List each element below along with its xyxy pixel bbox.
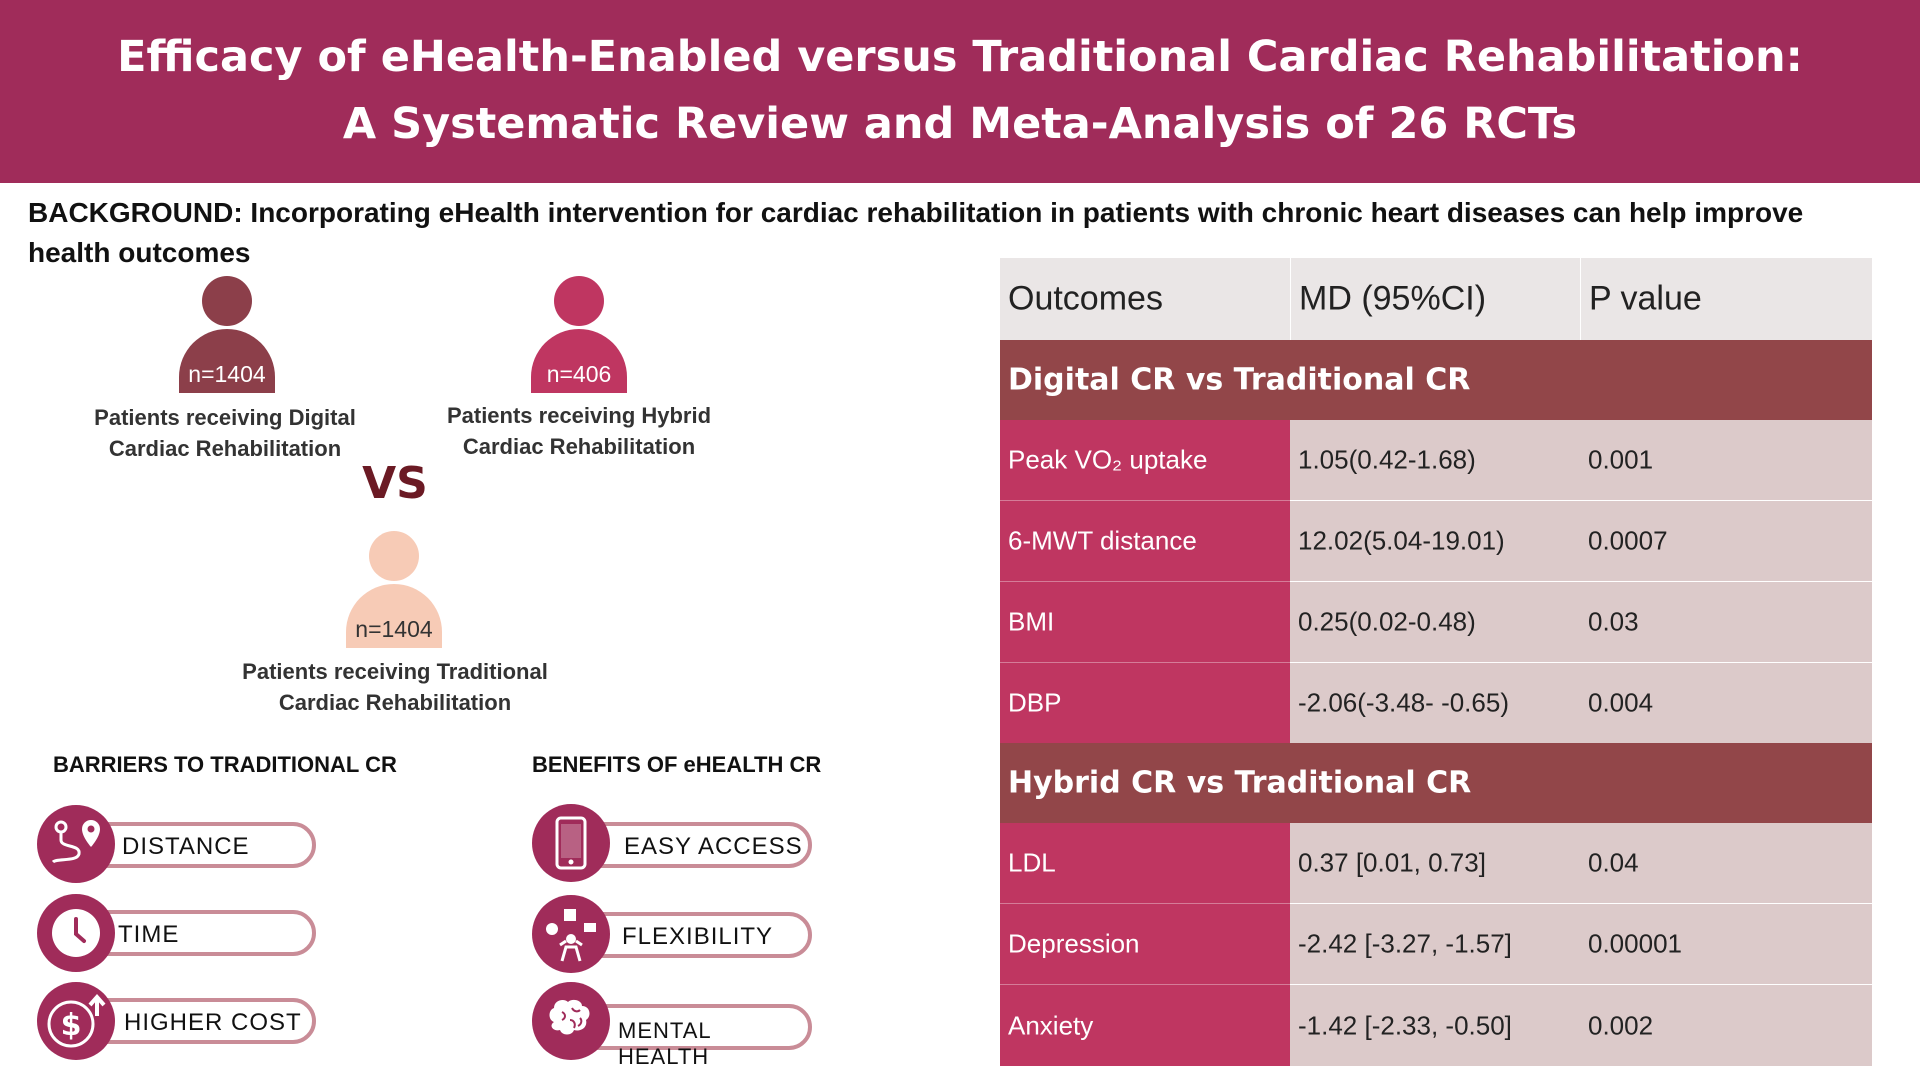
header-pvalue: P value [1580,258,1872,340]
table-header-row: Outcomes MD (95%CI) P value [1000,258,1872,340]
group-row-hybrid: Hybrid CR vs Traditional CR [1000,743,1872,823]
benefit-easy-access-label: EASY ACCESS [624,833,803,860]
person-digital-icon: n=1404 [177,276,277,396]
table-row: Peak VO₂ uptake 1.05(0.42-1.68) 0.001 [1000,420,1872,501]
page-title-line2: A Systematic Review and Meta-Analysis of… [342,99,1578,149]
header-banner: Efficacy of eHealth-Enabled versus Tradi… [0,0,1920,183]
flexibility-icon [532,895,610,973]
vs-label: VS [362,458,428,509]
barrier-time-label: TIME [118,921,180,948]
benefits-title: BENEFITS OF eHEALTH CR [532,752,822,777]
barrier-cost-label: HIGHER COST [124,1009,302,1036]
benefit-flexibility-label: FLEXIBILITY [622,923,774,950]
smartphone-icon [532,804,610,882]
table-row: BMI 0.25(0.02-0.48) 0.03 [1000,582,1872,663]
hybrid-label: Patients receiving Hybrid Cardiac Rehabi… [446,403,712,459]
group-row-digital: Digital CR vs Traditional CR [1000,340,1872,420]
clock-icon [37,894,115,972]
table-row: DBP -2.06(-3.48- -0.65) 0.004 [1000,663,1872,743]
traditional-label: Patients receiving Traditional Cardiac R… [242,659,548,715]
hybrid-count: n=406 [546,361,612,387]
traditional-count: n=1404 [355,616,433,642]
benefit-flexibility-pill: FLEXIBILITY [576,912,812,958]
table-row: Depression -2.42 [-3.27, -1.57] 0.00001 [1000,904,1872,985]
page-title-line1: Efficacy of eHealth-Enabled versus Tradi… [117,32,1803,82]
svg-text:$: $ [61,1008,82,1043]
benefit-easy-access-pill: EASY ACCESS [576,822,812,868]
route-pin-icon [37,805,115,883]
barrier-time-pill: TIME [80,910,316,956]
header-outcomes: Outcomes [1008,279,1163,318]
person-traditional-icon: n=1404 [344,531,444,651]
barrier-distance-pill: DISTANCE [80,822,316,868]
table-row: 6-MWT distance 12.02(5.04-19.01) 0.0007 [1000,501,1872,582]
brain-icon [532,982,610,1060]
header-md: MD (95%CI) [1290,258,1580,340]
table-row: LDL 0.37 [0.01, 0.73] 0.04 [1000,823,1872,904]
barrier-cost-pill: HIGHER COST [80,998,316,1044]
digital-label: Patients receiving Digital Cardiac Rehab… [94,405,356,461]
barrier-distance-label: DISTANCE [122,833,250,860]
table-row: Anxiety -1.42 [-2.33, -0.50] 0.002 [1000,985,1872,1066]
dollar-up-icon: $ [37,982,115,1060]
benefit-mental-health-label: MENTAL HEALTH [618,1018,711,1069]
results-table: Outcomes MD (95%CI) P value Digital CR v… [1000,258,1872,1066]
benefit-mental-health-pill: MENTAL HEALTH [576,1004,812,1069]
digital-count: n=1404 [188,361,266,387]
barriers-title: BARRIERS TO TRADITIONAL CR [53,752,397,777]
person-hybrid-icon: n=406 [529,276,629,396]
background-text: BACKGROUND: Incorporating eHealth interv… [28,197,1804,268]
